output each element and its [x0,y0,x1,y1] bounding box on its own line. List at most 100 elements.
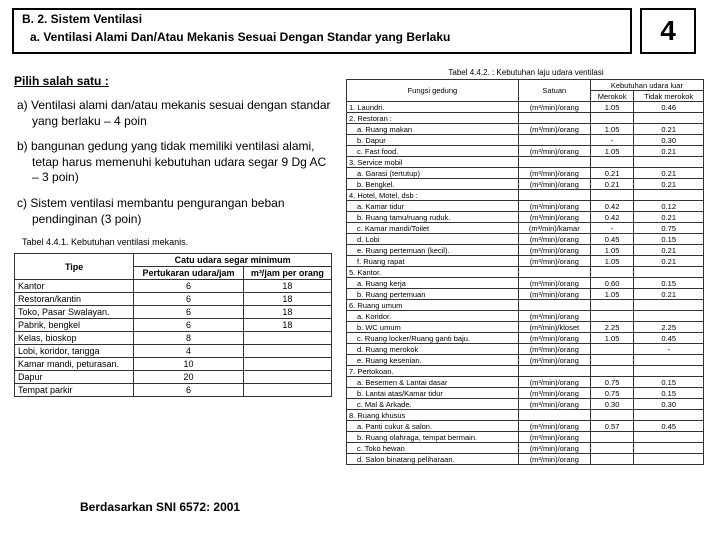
cell: 0.46 [634,102,704,113]
cell [243,345,331,358]
cell: f. Ruang rapat [347,256,519,267]
cell: 5. Kantor. [347,267,519,278]
cell: (m³/min)/orang [518,454,590,465]
cell: a. Besemen & Lantai dasar [347,377,519,388]
cell [634,366,704,377]
cell: 0.21 [634,256,704,267]
cell: d. Ruang merokok [347,344,519,355]
cell: - [590,135,634,146]
cell [590,432,634,443]
table-row: d. Salon binatang peliharaan.(m³/min)/or… [347,454,704,465]
table-row: a. Besemen & Lantai dasar(m³/min)/orang0… [347,377,704,388]
rth-group: Kebutuhan udara luar [590,80,703,91]
cell: Kamar mandi, peturasan. [15,358,134,371]
cell: Toko, Pasar Swalayan. [15,306,134,319]
cell: (m³/min)/orang [518,234,590,245]
cell: (m³/min)/orang [518,102,590,113]
cell: (m³/min)/kamar [518,223,590,234]
header-box: B. 2. Sistem Ventilasi a. Ventilasi Alam… [12,8,632,54]
table-row: b. Ruang olahraga, tempat bermain.(m³/mi… [347,432,704,443]
rth-tidak: Tidak merokok [634,91,704,102]
table-row: a. Koridor.(m³/min)/orang [347,311,704,322]
table-row: Dapur20 [15,371,332,384]
cell: 1.05 [590,146,634,157]
table-row: d. Ruang merokok(m³/min)/orang- [347,344,704,355]
header-subtitle: a. Ventilasi Alami Dan/Atau Mekanis Sesu… [22,30,622,44]
cell: a. Panti cukur & salon. [347,421,519,432]
th-m3jam: m³/jam per orang [243,267,331,280]
table-row: Restoran/kantin618 [15,293,332,306]
cell: 0.15 [634,388,704,399]
cell: a. Ruang kerja [347,278,519,289]
cell: a. Garasi (tertutup) [347,168,519,179]
cell [590,311,634,322]
table-row: b. Ruang tamu/ruang ruduk.(m³/min)/orang… [347,212,704,223]
cell [243,384,331,397]
cell: c. Mal & Arkade. [347,399,519,410]
cell: 0.75 [634,223,704,234]
table-row: a. Panti cukur & salon.(m³/min)/orang0.5… [347,421,704,432]
cell: 0.21 [634,212,704,223]
cell [634,190,704,201]
table-row: a. Garasi (tertutup)(m³/min)/orang0.210.… [347,168,704,179]
cell: (m³/min)/orang [518,399,590,410]
cell: 6 [134,306,243,319]
cell [590,443,634,454]
cell [590,454,634,465]
table-row: Kelas, bioskop8 [15,332,332,345]
header-title: B. 2. Sistem Ventilasi [22,12,622,26]
right-column: Tabel 4.4.2. : Kebutuhan laju udara vent… [346,68,706,465]
cell: 6. Ruang umum [347,300,519,311]
cell: a. Koridor. [347,311,519,322]
th-tipe: Tipe [15,254,134,280]
cell: (m³/min)/orang [518,355,590,366]
cell: 1.05 [590,333,634,344]
cell: b. Dapur [347,135,519,146]
cell: (m³/min)/orang [518,344,590,355]
left-table-caption: Tabel 4.4.1. Kebutuhan ventilasi mekanis… [14,237,334,247]
cell: b. Lantai atas/Kamar tidur [347,388,519,399]
table-row: b. Dapur-0.30 [347,135,704,146]
cell [634,311,704,322]
cell [518,366,590,377]
table-row: 4. Hotel, Motel, dsb : [347,190,704,201]
cell: b. Bengkel. [347,179,519,190]
cell: c. Ruang locker/Ruang ganti baju. [347,333,519,344]
cell: Tempat parkir [15,384,134,397]
cell [518,190,590,201]
pilih-heading: Pilih salah satu : [14,74,334,88]
cell: (m³/min)/orang [518,432,590,443]
cell: (m³/min)/orang [518,388,590,399]
score-box: 4 [640,8,696,54]
cell [518,410,590,421]
cell [634,355,704,366]
score-value: 4 [660,15,676,47]
cell: 1. Laundri. [347,102,519,113]
cell [590,410,634,421]
cell: Restoran/kantin [15,293,134,306]
cell: 4 [134,345,243,358]
cell: 1.05 [590,102,634,113]
cell: d. Salon binatang peliharaan. [347,454,519,465]
cell: b. Ruang tamu/ruang ruduk. [347,212,519,223]
cell: Dapur [15,371,134,384]
cell: 1.05 [590,124,634,135]
cell: 20 [134,371,243,384]
cell: b. WC umum [347,322,519,333]
cell [243,332,331,345]
cell: 0.15 [634,234,704,245]
cell: b. Ruang pertemuan [347,289,519,300]
cell: (m³/min)/orang [518,212,590,223]
right-table-caption: Tabel 4.4.2. : Kebutuhan laju udara vent… [346,68,706,77]
th-pertukaran: Pertukaran udara/jam [134,267,243,280]
cell: 2.25 [634,322,704,333]
cell: d. Lobi [347,234,519,245]
cell: 0.21 [634,179,704,190]
cell: c. Fast food. [347,146,519,157]
table-row: 3. Service mobil [347,157,704,168]
cell: (m³/min)/orang [518,377,590,388]
table-row: 1. Laundri.(m³/min)/orang1.050.46 [347,102,704,113]
option-b: b) bangunan gedung yang tidak memiliki v… [14,139,334,186]
cell: 1.05 [590,256,634,267]
cell: - [590,223,634,234]
